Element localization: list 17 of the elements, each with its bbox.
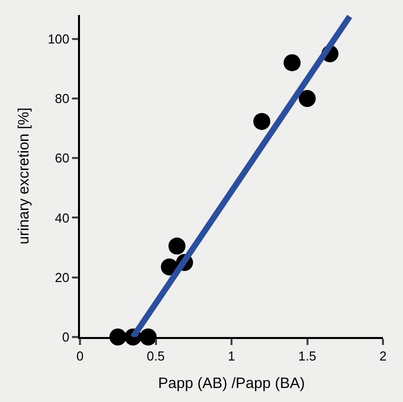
y-tick-label: 80 <box>54 91 70 106</box>
x-tick-label: 0.5 <box>146 348 165 364</box>
y-tick-label: 40 <box>54 210 70 226</box>
x-axis-title: Papp (AB) /Papp (BA) <box>158 375 305 392</box>
x-tick-label: 2 <box>379 348 387 364</box>
y-tick-label: 0 <box>62 330 70 345</box>
x-tick-label: 0 <box>76 348 84 364</box>
point <box>253 112 270 130</box>
point <box>284 54 301 72</box>
point <box>168 238 186 255</box>
y-axis-title: urinary excretion [%] <box>15 108 32 244</box>
y-tick-label: 60 <box>54 150 70 166</box>
x-tick-label: 1.5 <box>298 348 316 364</box>
y-tick-label: 100 <box>48 31 70 46</box>
point <box>298 90 316 107</box>
y-tick-label: 20 <box>54 270 70 285</box>
x-tick-label: 1 <box>228 348 236 364</box>
